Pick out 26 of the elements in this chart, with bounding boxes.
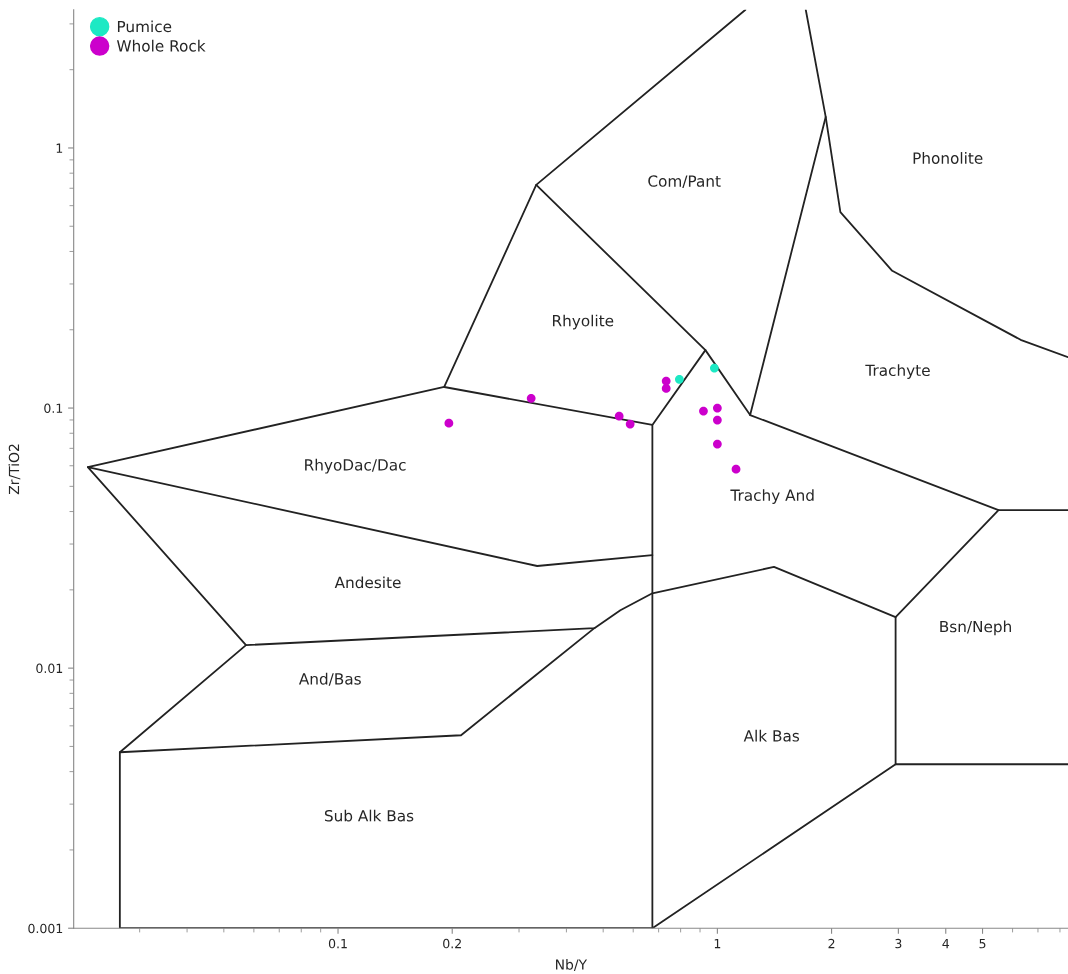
- annotation: And/Bas: [298, 672, 361, 686]
- annotation: Trachyte: [865, 364, 930, 380]
- annotation: Com/Pant: [648, 175, 721, 189]
- x-tick-label: 0.1: [328, 938, 347, 949]
- x-tick-label: 5: [979, 939, 986, 949]
- x-tick-label: 4: [942, 939, 950, 949]
- x-axis-title: Nb/Y: [556, 959, 588, 971]
- annotation: Rhyolite: [552, 314, 614, 330]
- legend-label: Whole Rock: [116, 39, 206, 52]
- x-tick-label: 1: [714, 939, 721, 949]
- annotation: Andesite: [334, 576, 401, 589]
- x-tick-label: 3: [895, 938, 902, 949]
- x-tick-label: 0.2: [443, 938, 461, 949]
- annotation: RhyoDac/Dac: [305, 458, 406, 474]
- y-axis-title: Zr/TiO2: [8, 444, 21, 495]
- annotation: Trachy And: [730, 489, 814, 504]
- annotation: Phonolite: [913, 152, 983, 164]
- y-tick-label: 0.01: [36, 663, 63, 674]
- x-tick-label: 2: [828, 938, 835, 949]
- y-tick-label: 1: [56, 143, 63, 153]
- annotation: Bsn/Neph: [940, 620, 1011, 636]
- legend-label: Pumice: [117, 20, 172, 33]
- annotation: Alk Bas: [743, 729, 800, 742]
- y-tick-label: 0.001: [28, 923, 63, 934]
- y-tick-label: 0.1: [44, 403, 63, 413]
- annotation: Sub Alk Bas: [324, 809, 414, 822]
